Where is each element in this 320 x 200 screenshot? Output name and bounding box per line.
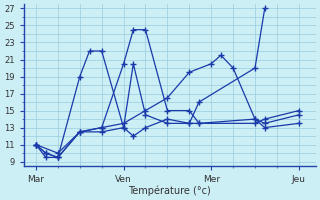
X-axis label: Température (°c): Température (°c) [128,185,211,196]
